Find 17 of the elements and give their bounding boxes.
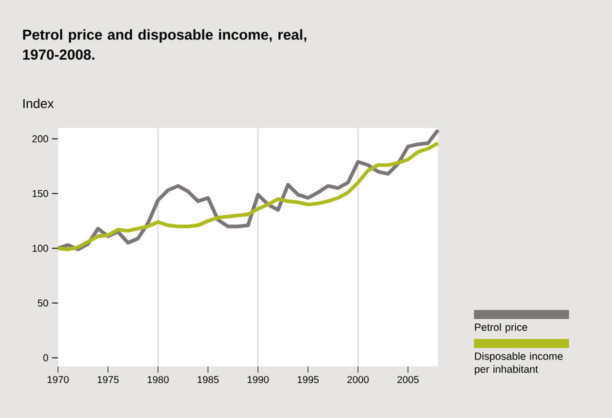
- y-axis-title: Index: [23, 98, 54, 108]
- x-tick-label: 1995: [298, 376, 319, 384]
- y-tick-label: 100: [32, 244, 48, 252]
- chart-title: Petrol price and disposable income, real, 1970-2008.: [23, 29, 306, 60]
- y-tick-label: 50: [38, 300, 48, 307]
- text: Petrol price: [475, 323, 528, 333]
- x-tick-label: 1990: [248, 376, 269, 384]
- x-tick-label: 2005: [397, 376, 419, 384]
- x-tick-label: 1970: [48, 376, 69, 384]
- y-tick-label: 150: [32, 190, 48, 198]
- x-tick-label: 2000: [347, 376, 369, 384]
- y-tick-label: 200: [32, 135, 48, 142]
- text: Disposable income per inhabitant: [474, 352, 563, 375]
- y-tick-label: 0: [43, 354, 48, 362]
- x-tick-label: 1975: [98, 376, 119, 384]
- x-tick-label: 1985: [198, 376, 219, 384]
- x-tick-label: 1980: [148, 376, 169, 384]
